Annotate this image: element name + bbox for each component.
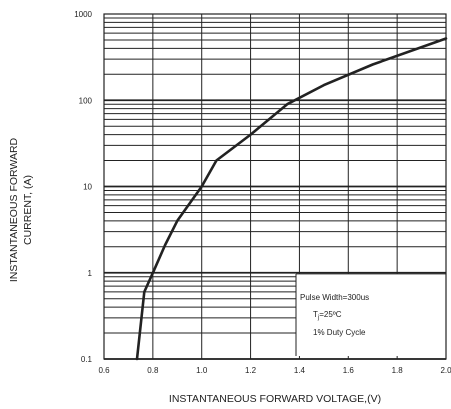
annotation-duty-cycle: 1% Duty Cycle [313,328,366,337]
y-tick-label: 1000 [74,10,92,19]
annotation-temperature-value: =25ºC [319,310,341,319]
series-curve [135,37,448,361]
x-tick-label: 1.4 [294,366,306,375]
annotation-pulse-width: Pulse Width=300us [300,293,369,302]
x-axis-label: INSTANTANEOUS FORWARD VOLTAGE,(V) [169,393,381,405]
forward-current-line [135,37,448,361]
x-tick-label: 0.6 [98,366,110,375]
x-tick-label: 1.0 [196,366,208,375]
x-tick-label: 1.8 [392,366,404,375]
x-tick-label: 1.6 [343,366,355,375]
y-tick-label: 1 [88,269,93,278]
x-tick-label: 0.8 [147,366,159,375]
y-tick-label: 100 [79,96,93,105]
annotation-temperature: Tj=25ºC [313,310,342,321]
x-tick-label: 2.0 [440,366,451,375]
y-axis-label-line2: CURRENT, (A) [22,175,34,245]
annotation-temperature-symbol: T [313,310,318,319]
y-tick-label: 0.1 [81,355,93,364]
plot-area [103,13,447,360]
y-tick-label: 10 [83,183,92,192]
annotation-temperature-subscript: j [317,315,319,321]
annotation-box [295,273,446,356]
y-axis-label-line1: INSTANTANEOUS FORWARD [8,137,20,282]
x-tick-label: 1.2 [245,366,257,375]
tick-labels: 0.6 0.8 1.0 1.2 1.4 1.6 1.8 2.0 0.1 1 10 100 1000 [74,10,451,375]
